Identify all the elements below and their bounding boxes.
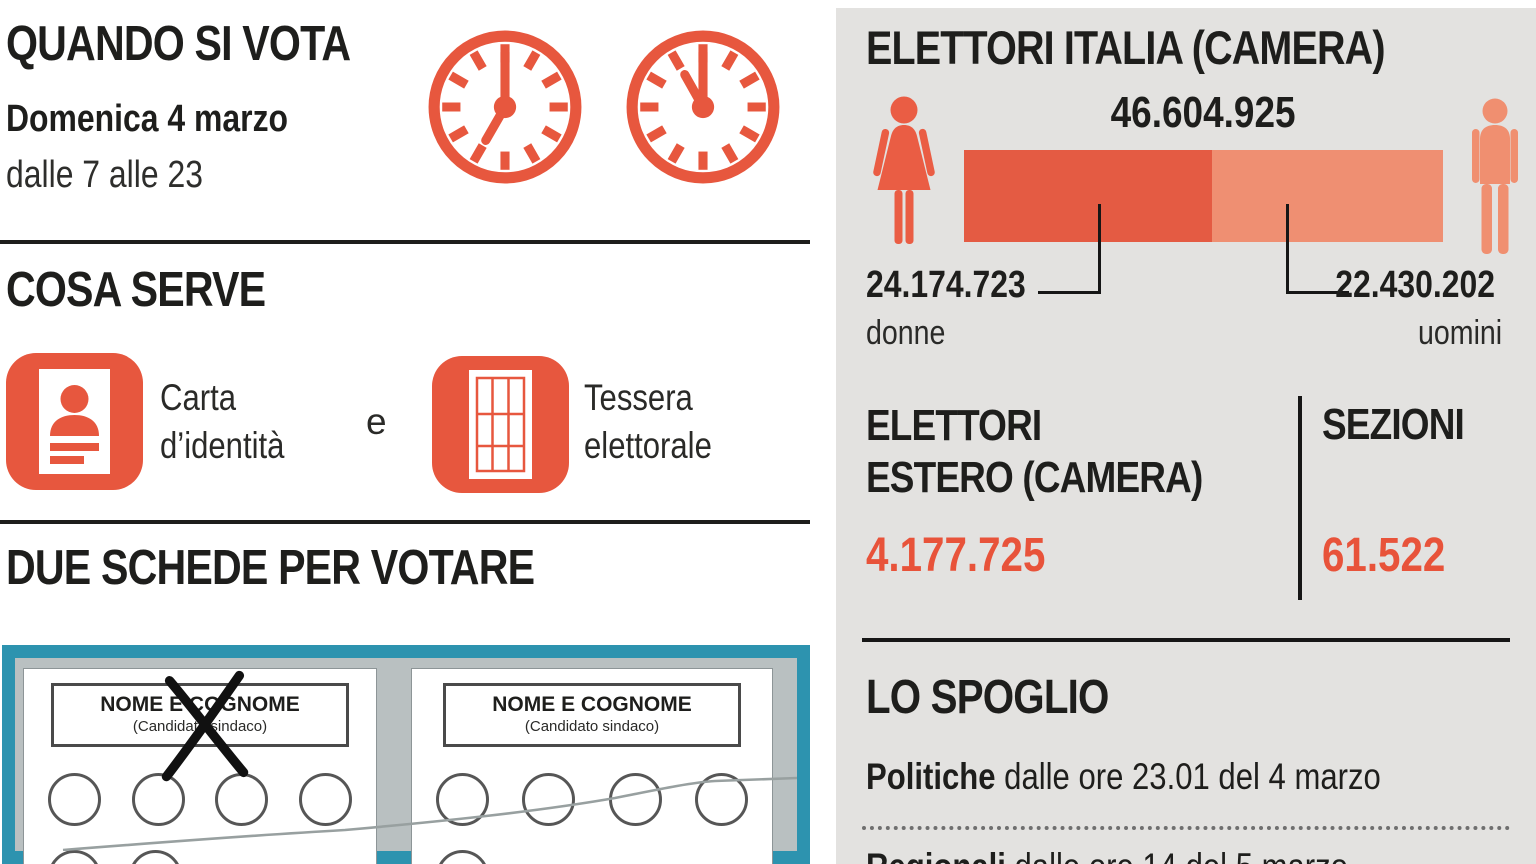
electoral-card-label: Tessera elettorale [584,374,736,470]
electors-abroad-value: 4.177.725 [866,529,1046,582]
ballot-left-symbols-row2 [24,850,376,864]
ballot-right-symbols-row2 [412,850,772,864]
counting-row2-text: dalle ore 14 del 5 marzo [1006,846,1348,864]
electoral-card-label-line1: Tessera [584,377,693,418]
woman-icon [873,96,935,244]
party-symbol-circle [694,773,748,826]
ballot-name-label: NOME E COGNOME [492,693,692,716]
ballot-illustration: NOME E COGNOME (Candidato sindaco) [2,645,810,864]
women-label: donne [866,314,946,352]
party-symbol-circle [129,850,182,864]
sections-value: 61.522 [1322,529,1446,582]
clock-7-icon [428,30,582,184]
man-icon [1472,98,1518,254]
electors-total-value: 46.604.925 [1111,88,1296,137]
ballot-left-header: NOME E COGNOME (Candidato sindaco) [51,670,349,782]
ballot-right-symbols-row1 [412,773,772,826]
leader-line-women [1098,204,1101,294]
divider-vertical [1298,396,1302,600]
counting-title: LO SPOGLIO [866,671,1109,724]
counting-row1-text: dalle ore 23.01 del 4 marzo [995,756,1381,797]
electors-bar [964,150,1443,242]
vote-date: Domenica 4 marzo [6,98,289,140]
party-symbol-circle [608,773,662,826]
divider-dotted [862,826,1510,830]
bar-segment-women [964,150,1213,242]
men-label: uomini [1417,314,1502,352]
divider [0,240,810,244]
ballot-left: NOME E COGNOME (Candidato sindaco) [23,668,377,864]
clock-23-icon [626,30,780,184]
electors-abroad-title: ELETTORI ESTERO (CAMERA) [866,401,1203,502]
ballot-subheader-label: (Candidato sindaco) [524,718,660,735]
id-card-label: Carta d’identità [160,374,308,470]
party-symbol-circle [298,773,352,826]
leader-line-men [1286,291,1349,294]
counting-row2-label: Regionali [866,846,1006,864]
divider [0,520,810,524]
counting-row1-label: Politiche [866,756,996,797]
party-symbol-circle [522,773,576,826]
party-symbol-circle [48,850,101,864]
leader-line-women [1038,291,1101,294]
sections-title: SEZIONI [1322,400,1465,449]
divider [862,638,1510,642]
party-symbol-circle [48,773,101,826]
electoral-card-icon [432,356,569,493]
x-mark-icon [161,670,249,782]
id-card-label-line2: d’identità [160,425,285,466]
ballot-right: NOME E COGNOME (Candidato sindaco) [411,668,773,864]
section-title-cosa-serve: COSA SERVE [6,263,266,317]
counting-row-regionali: Regionali dalle ore 14 del 5 marzo [866,846,1440,864]
vote-hours: dalle 7 alle 23 [6,154,203,196]
men-value: 22.430.202 [1335,264,1495,306]
panel-title-elettori-italia: ELETTORI ITALIA (CAMERA) [866,21,1385,74]
leader-line-men [1286,204,1289,294]
party-symbol-circle [436,773,489,826]
women-value: 24.174.723 [866,264,1026,306]
section-title-quando-si-vota: QUANDO SI VOTA [6,17,351,71]
counting-row-politiche: Politiche dalle ore 23.01 del 4 marzo [866,756,1479,798]
ballot-name-label: NOME E COGNOME [100,693,300,716]
party-symbol-circle [436,850,489,864]
conjunction-e: e [366,401,387,442]
electors-panel: ELETTORI ITALIA (CAMERA) 46.604.925 [836,8,1536,864]
electoral-card-label-line2: elettorale [584,425,712,466]
ballot-right-header: NOME E COGNOME (Candidato sindaco) [443,683,741,747]
section-title-due-schede: DUE SCHEDE PER VOTARE [6,541,535,595]
id-card-label-line1: Carta [160,377,237,418]
id-card-icon [6,353,143,490]
